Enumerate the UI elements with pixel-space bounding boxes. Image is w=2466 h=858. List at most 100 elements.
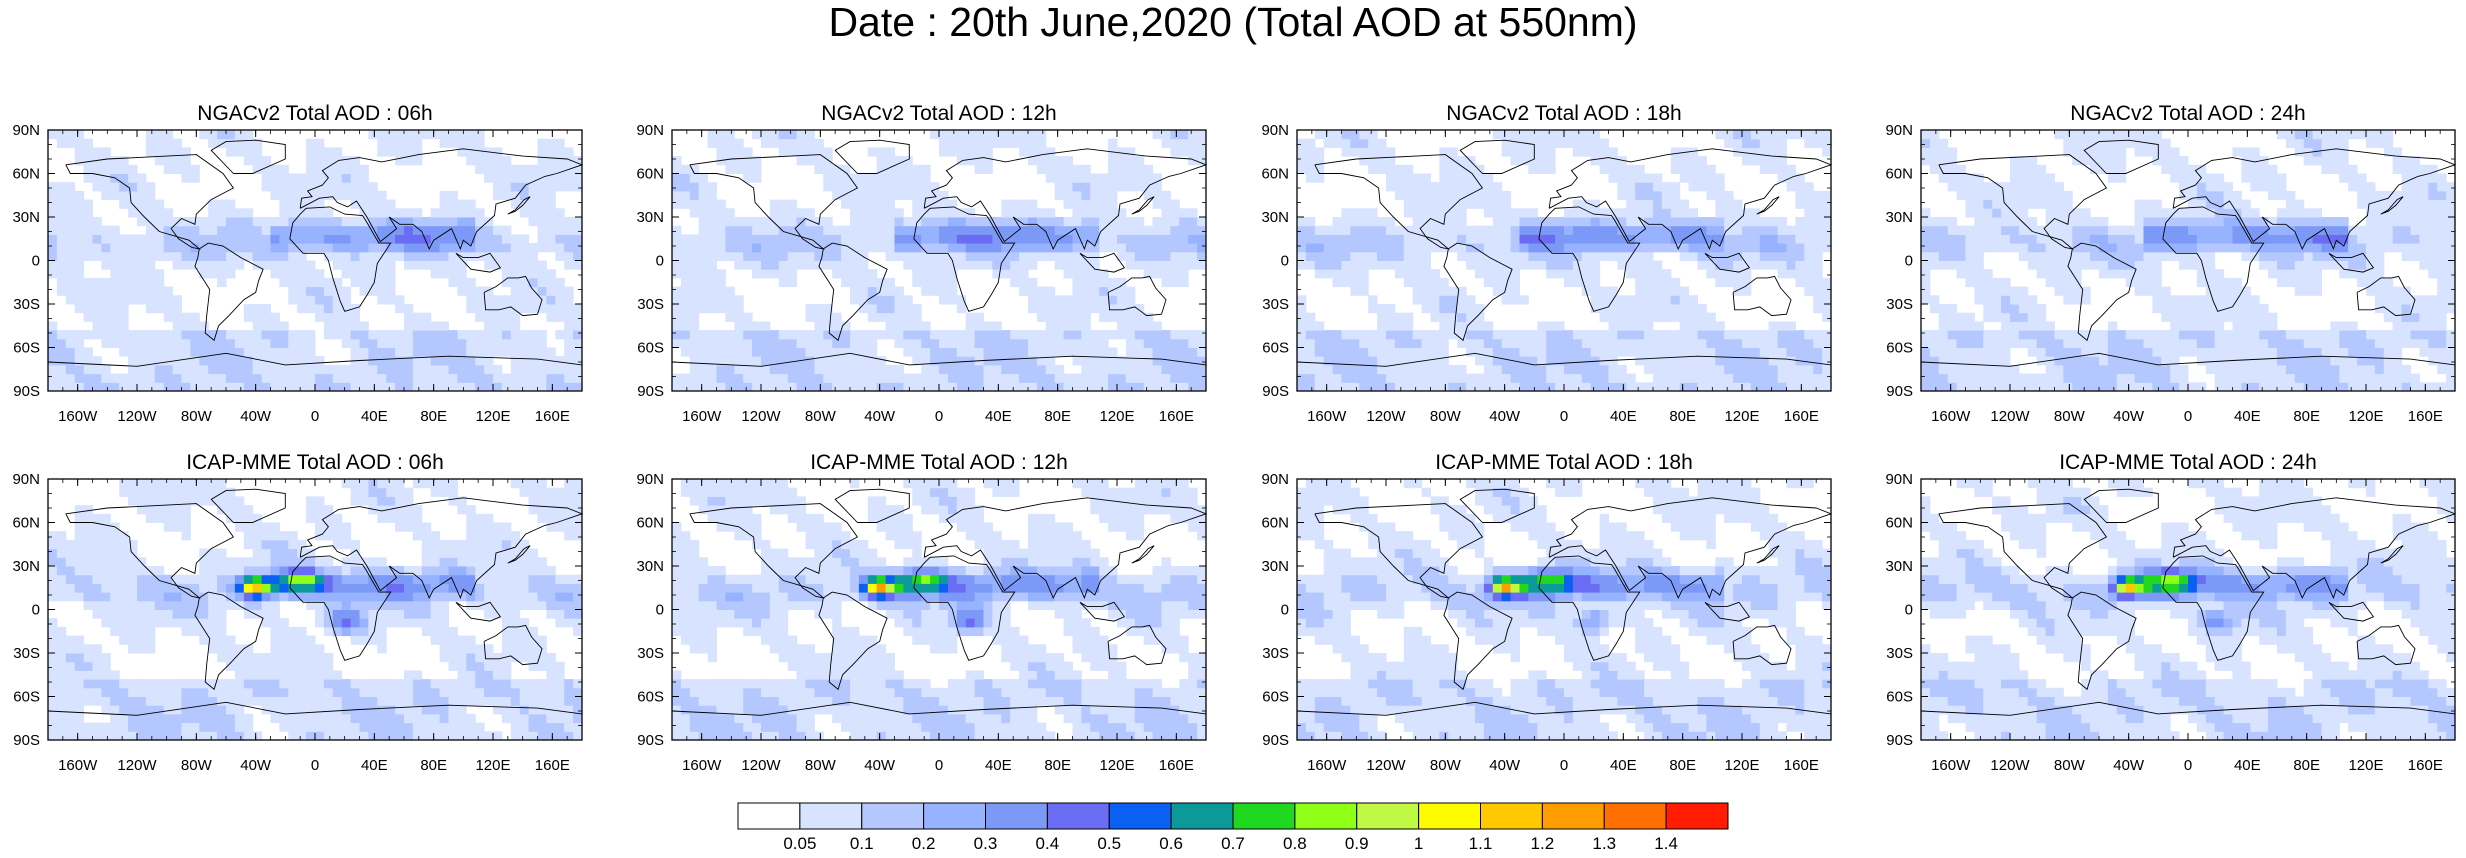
colorbar-label: 0.4 <box>1036 834 1060 853</box>
lon-tick-label: 120E <box>1099 408 1134 425</box>
lon-tick-label: 120E <box>2348 757 2383 774</box>
lon-tick-label: 160W <box>1307 408 1347 425</box>
aod-field <box>1921 130 2456 392</box>
colorbar-label: 1 <box>1414 834 1423 853</box>
panel-title: ICAP-MME Total AOD : 24h <box>2059 451 2317 474</box>
lat-tick-label: 90S <box>1886 732 1913 749</box>
lat-tick-label: 90N <box>1885 471 1913 488</box>
colorbar-swatch <box>738 803 800 829</box>
lon-tick-label: 120E <box>475 757 510 774</box>
lat-tick-label: 30N <box>636 209 664 226</box>
lat-tick-label: 60N <box>12 166 40 183</box>
lon-tick-label: 80E <box>2293 408 2320 425</box>
lon-tick-label: 80W <box>805 757 837 774</box>
lat-tick-label: 90S <box>637 732 664 749</box>
map-svg: NGACv2 Total AOD : 12h90N60N30N030S60S90… <box>612 88 1212 428</box>
lat-tick-label: 90N <box>636 471 664 488</box>
lon-tick-label: 80W <box>805 408 837 425</box>
lon-tick-label: 0 <box>311 408 319 425</box>
lat-tick-label: 90N <box>636 122 664 139</box>
lon-tick-label: 40W <box>1489 408 1521 425</box>
lon-tick-label: 120W <box>1990 408 2030 425</box>
lat-tick-label: 30N <box>12 209 40 226</box>
panel-title: NGACv2 Total AOD : 18h <box>1446 102 1681 125</box>
colorbar-swatch <box>862 803 924 829</box>
colorbar-swatch <box>1419 803 1481 829</box>
lon-tick-label: 40E <box>1610 408 1637 425</box>
lon-tick-label: 160E <box>1784 757 1819 774</box>
lat-tick-label: 0 <box>656 253 664 270</box>
panel-title: NGACv2 Total AOD : 24h <box>2070 102 2305 125</box>
lat-tick-label: 30S <box>637 296 664 313</box>
lon-tick-label: 40E <box>361 757 388 774</box>
aod-field <box>1297 130 1832 392</box>
lon-tick-label: 80E <box>1669 757 1696 774</box>
aod-field <box>48 130 583 392</box>
colorbar-label: 1.4 <box>1654 834 1678 853</box>
lon-tick-label: 80E <box>1669 408 1696 425</box>
lon-tick-label: 120E <box>1724 408 1759 425</box>
lat-tick-label: 30N <box>1885 209 1913 226</box>
colorbar-swatch <box>1233 803 1295 829</box>
lat-tick-label: 0 <box>1905 602 1913 619</box>
lon-tick-label: 160E <box>535 408 570 425</box>
lon-tick-label: 80W <box>181 408 213 425</box>
lat-tick-label: 90S <box>13 732 40 749</box>
lat-tick-label: 0 <box>1281 253 1289 270</box>
aod-field <box>1297 479 1832 741</box>
lon-tick-label: 40W <box>864 757 896 774</box>
lon-tick-label: 0 <box>2184 408 2192 425</box>
lon-tick-label: 120W <box>117 408 157 425</box>
lat-tick-label: 60S <box>637 340 664 357</box>
lon-tick-label: 120W <box>741 408 781 425</box>
lat-tick-label: 60S <box>1262 689 1289 706</box>
colorbar-swatch <box>1481 803 1543 829</box>
lon-tick-label: 40E <box>1610 757 1637 774</box>
colorbar-label: 0.6 <box>1159 834 1183 853</box>
lon-tick-label: 80W <box>1430 757 1462 774</box>
colorbar-swatch <box>1357 803 1419 829</box>
lon-tick-label: 120W <box>117 757 157 774</box>
aod-field <box>1921 479 2456 741</box>
lat-tick-label: 60S <box>13 689 40 706</box>
colorbar-swatch <box>924 803 986 829</box>
colorbar-label: 0.05 <box>783 834 816 853</box>
lat-tick-label: 60N <box>1885 166 1913 183</box>
lat-tick-label: 90S <box>13 383 40 400</box>
lat-tick-label: 30S <box>1886 296 1913 313</box>
lon-tick-label: 40W <box>1489 757 1521 774</box>
lon-tick-label: 0 <box>1560 408 1568 425</box>
panel-title: NGACv2 Total AOD : 06h <box>197 102 432 125</box>
lat-tick-label: 60S <box>13 340 40 357</box>
lon-tick-label: 80W <box>1430 408 1462 425</box>
lon-tick-label: 40W <box>864 408 896 425</box>
lat-tick-label: 30N <box>12 558 40 575</box>
lon-tick-label: 120W <box>1366 757 1406 774</box>
colorbar-swatch <box>1542 803 1604 829</box>
lat-tick-label: 90N <box>1261 471 1289 488</box>
lon-tick-label: 160W <box>1307 757 1347 774</box>
lat-tick-label: 30S <box>13 645 40 662</box>
colorbar-swatch <box>1047 803 1109 829</box>
lon-tick-label: 160W <box>1931 757 1971 774</box>
lon-tick-label: 120W <box>741 757 781 774</box>
aod-field <box>672 130 1207 392</box>
lon-tick-label: 0 <box>935 408 943 425</box>
lat-tick-label: 90S <box>1886 383 1913 400</box>
colorbar-swatch <box>800 803 862 829</box>
lat-tick-label: 60N <box>12 515 40 532</box>
map-svg: ICAP-MME Total AOD : 18h90N60N30N030S60S… <box>1237 437 1837 777</box>
lon-tick-label: 160W <box>682 408 722 425</box>
lat-tick-label: 60N <box>1885 515 1913 532</box>
colorbar-label: 0.3 <box>974 834 998 853</box>
lon-tick-label: 40E <box>361 408 388 425</box>
lon-tick-label: 40W <box>240 408 272 425</box>
lon-tick-label: 40W <box>2113 408 2145 425</box>
lon-tick-label: 80E <box>420 408 447 425</box>
lat-tick-label: 60N <box>1261 515 1289 532</box>
lat-tick-label: 60S <box>1262 340 1289 357</box>
lat-tick-label: 30N <box>1261 209 1289 226</box>
